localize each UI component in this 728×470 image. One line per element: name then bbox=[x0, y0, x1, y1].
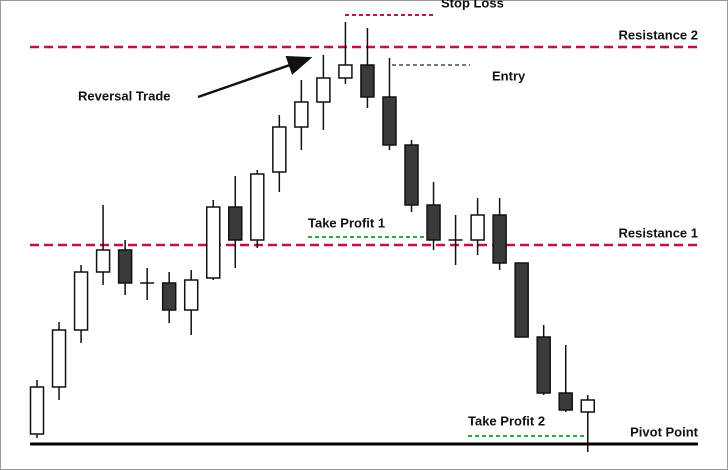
annotation: Reversal Trade bbox=[78, 88, 171, 103]
level-label: Resistance 1 bbox=[619, 225, 699, 240]
candle-body bbox=[228, 206, 243, 241]
candle-body bbox=[536, 336, 551, 394]
candle-body bbox=[558, 392, 573, 411]
trade-label: Take Profit 1 bbox=[308, 215, 385, 230]
candle-body bbox=[117, 249, 133, 284]
candle-body bbox=[294, 101, 309, 128]
candle-body bbox=[360, 64, 375, 98]
candle-body bbox=[51, 329, 67, 388]
candle-body bbox=[161, 282, 177, 311]
candle-body bbox=[382, 96, 397, 146]
candle-body bbox=[426, 204, 441, 241]
trade-label: Entry bbox=[492, 68, 526, 83]
candle-body bbox=[250, 173, 265, 241]
arrow bbox=[197, 55, 313, 99]
candle-body bbox=[514, 262, 529, 338]
candle-body bbox=[272, 126, 287, 173]
candle-body bbox=[580, 399, 595, 413]
candle-body bbox=[205, 206, 221, 279]
candle-body bbox=[492, 214, 507, 264]
trade-label: Stop Loss bbox=[441, 0, 504, 10]
candle-body bbox=[73, 271, 89, 331]
candle-body bbox=[183, 279, 199, 311]
candle-body bbox=[470, 214, 485, 241]
candle-body bbox=[29, 386, 45, 435]
level-label: Pivot Point bbox=[630, 424, 699, 439]
candle-body bbox=[338, 64, 353, 79]
candle-body bbox=[95, 249, 111, 273]
candle-body bbox=[404, 144, 419, 206]
candle-body bbox=[316, 77, 331, 103]
trade-label: Take Profit 2 bbox=[468, 413, 545, 428]
level-label: Resistance 2 bbox=[619, 27, 699, 42]
